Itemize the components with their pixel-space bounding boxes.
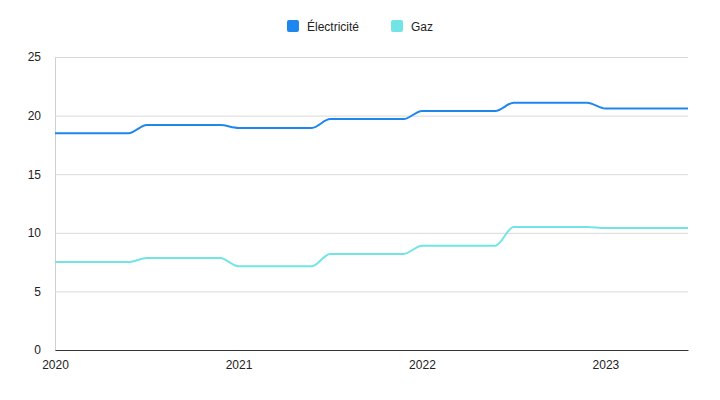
series-line [55,227,688,266]
y-tick-label: 0 [34,343,41,357]
x-tick-label: 2020 [42,358,69,372]
x-axis-line [56,350,689,351]
y-tick: 5 [34,285,688,299]
y-tick: 15 [28,168,688,182]
x-tick-label: 2023 [593,358,620,372]
x-axis: 2020 2021 2022 2023 [42,350,688,372]
x-tick-label: 2021 [226,358,253,372]
legend-item: Électricité [287,19,359,34]
grid-line [55,350,688,351]
legend-swatch [391,20,403,32]
y-tick: 10 [28,226,688,240]
legend-label: Électricité [307,19,359,34]
y-tick-label: 10 [28,226,42,240]
grid-line [55,291,688,292]
y-tick-label: 15 [28,168,42,182]
grid-line [55,233,688,234]
x-tick: 2021 [226,350,253,372]
x-tick: 2020 [42,350,69,372]
y-tick: 0 [34,343,688,357]
grid-line [55,174,688,175]
x-tick: 2022 [409,350,436,372]
y-axis-line [55,58,56,351]
grid-line [55,57,688,58]
grid-line [55,116,688,117]
x-tick-label: 2022 [409,358,436,372]
legend-label: Gaz [411,20,433,34]
x-tick: 2023 [593,350,620,372]
y-tick-label: 25 [28,50,42,64]
legend-swatch [287,20,299,32]
lines [55,103,688,266]
y-axis: 0 5 10 15 20 25 [28,50,688,357]
y-tick-label: 5 [34,285,41,299]
y-tick: 25 [28,50,688,64]
legend-item: Gaz [391,20,433,34]
y-tick: 20 [28,109,688,123]
y-tick-label: 20 [28,109,42,123]
legend: Électricité Gaz [287,19,433,34]
chart: 0 5 10 15 20 25 2020 2021 2022 2023 Électricité Gaz [0,0,720,400]
series-line [55,103,688,133]
plot: 0 5 10 15 20 25 2020 2021 2022 2023 [28,50,689,371]
